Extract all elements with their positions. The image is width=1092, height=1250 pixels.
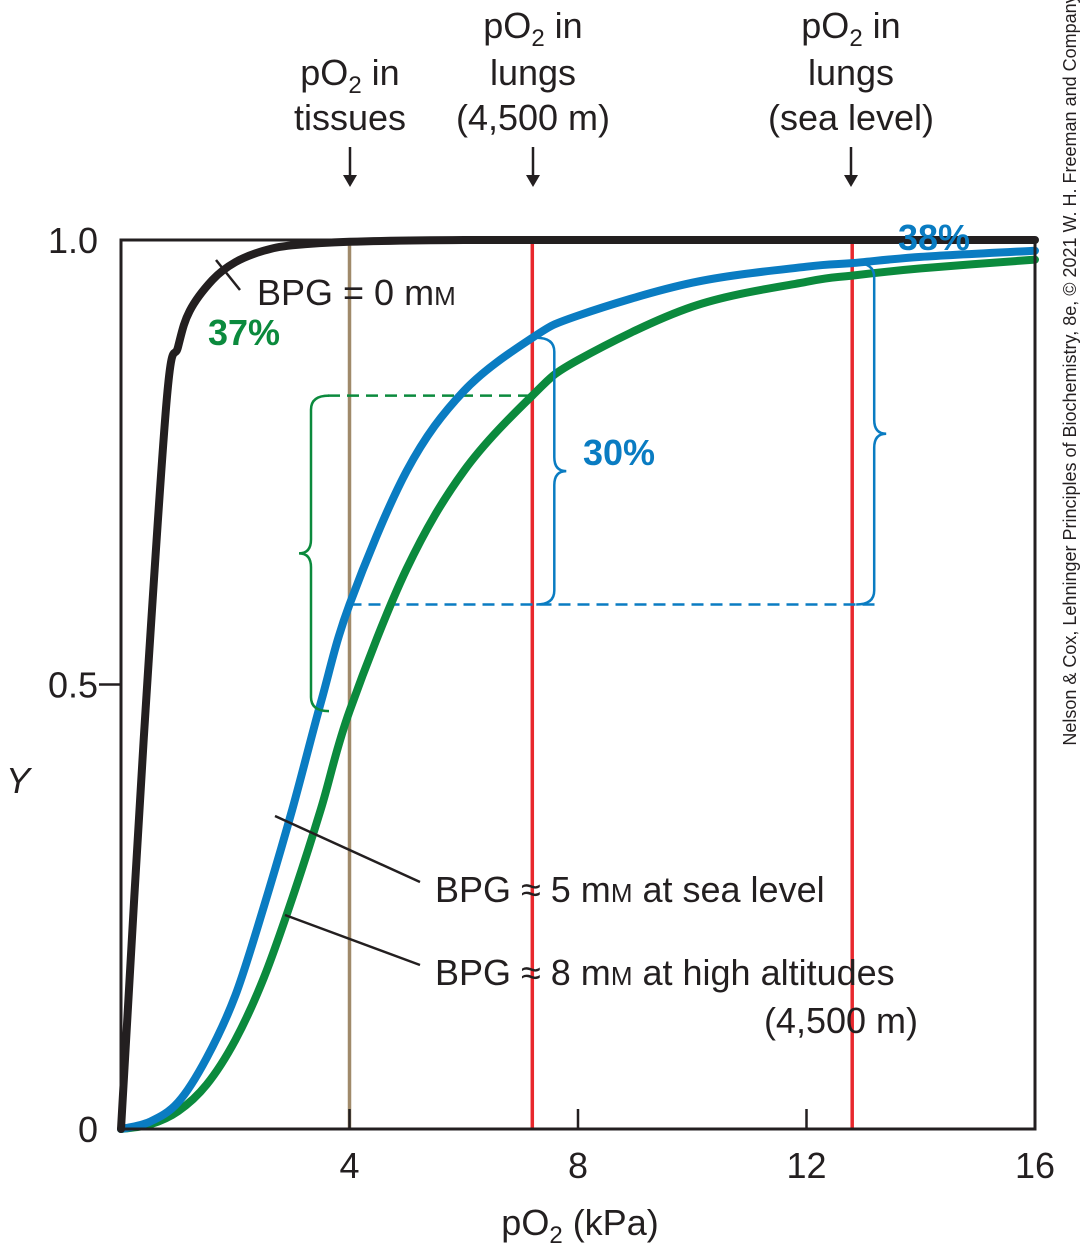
- brace-37: [298, 394, 330, 713]
- brace-30: [536, 336, 567, 606]
- binding-curves: [117, 235, 1039, 1133]
- percent-30: 30%: [583, 432, 655, 473]
- bpg5-label: BPG ≈ 5 mM at sea level: [435, 869, 825, 910]
- top-label-2-line-0: pO2 in: [801, 5, 900, 52]
- x-tick-label-8: 8: [568, 1145, 588, 1186]
- reference-lines: [347, 240, 854, 1129]
- top-label-1-line-1: lungs: [490, 52, 576, 93]
- top-label-2-line-2: (sea level): [768, 97, 934, 138]
- x-tick-label-4: 4: [339, 1145, 359, 1186]
- bpg8-label: BPG ≈ 8 mM at high altitudes: [435, 952, 895, 993]
- x-tick-label-16: 16: [1015, 1145, 1055, 1186]
- brace-38: [856, 261, 887, 606]
- top-label-2-line-1: lungs: [808, 52, 894, 93]
- y-tick-label-0: 0: [78, 1109, 98, 1150]
- curve-bpg5: [117, 246, 1039, 1133]
- bpg8-leader: [284, 913, 421, 967]
- bpg0-leader: [215, 259, 241, 291]
- top-label-1-line-0: pO2 in: [483, 5, 582, 52]
- arrow-head-0: [343, 175, 357, 187]
- bpg5-leader: [274, 814, 421, 884]
- y-tick-label-0.5: 0.5: [48, 665, 98, 706]
- bpg8-label-line2: (4,500 m): [764, 1000, 918, 1041]
- y-tick-label-1.0: 1.0: [48, 220, 98, 261]
- top-label-1-line-2: (4,500 m): [456, 97, 610, 138]
- percent-38: 38%: [898, 217, 970, 258]
- arrow-head-1: [526, 175, 540, 187]
- x-axis-label: pO2 (kPa): [501, 1202, 658, 1249]
- y-axis-label: Y: [6, 760, 33, 801]
- top-label-0-line-0: pO2 in: [300, 52, 399, 99]
- bpg0-label: BPG = 0 mM: [257, 272, 456, 313]
- percent-37: 37%: [208, 312, 280, 353]
- x-tick-label-12: 12: [786, 1145, 826, 1186]
- percent-braces: 37% 30% 38%: [208, 217, 970, 713]
- curve-bpg8: [117, 255, 1039, 1133]
- axis-ticks: 4 8 12 16 0 0.5 1.0: [48, 220, 1055, 1186]
- top-label-0-line-1: tissues: [294, 97, 406, 138]
- credit-line: Nelson & Cox, Lehninger Principles of Bi…: [1060, 0, 1080, 746]
- arrow-head-2: [844, 175, 858, 187]
- dashed-guides: [328, 394, 876, 606]
